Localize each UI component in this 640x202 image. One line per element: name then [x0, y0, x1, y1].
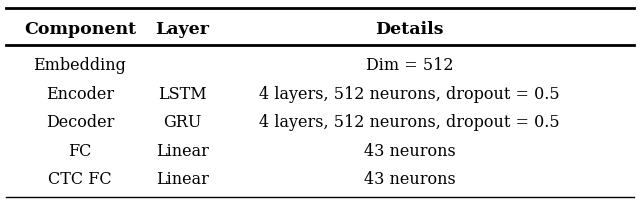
Text: Component: Component: [24, 21, 136, 38]
Text: Details: Details: [375, 21, 444, 38]
Text: 4 layers, 512 neurons, dropout = 0.5: 4 layers, 512 neurons, dropout = 0.5: [259, 114, 560, 131]
Text: Embedding: Embedding: [33, 57, 127, 74]
Text: FC: FC: [68, 142, 92, 159]
Text: Dim = 512: Dim = 512: [366, 57, 453, 74]
Text: LSTM: LSTM: [158, 85, 207, 102]
Text: 43 neurons: 43 neurons: [364, 170, 456, 187]
Text: 43 neurons: 43 neurons: [364, 142, 456, 159]
Text: GRU: GRU: [163, 114, 202, 131]
Text: Encoder: Encoder: [46, 85, 114, 102]
Text: 4 layers, 512 neurons, dropout = 0.5: 4 layers, 512 neurons, dropout = 0.5: [259, 85, 560, 102]
Text: Linear: Linear: [156, 142, 209, 159]
Text: Layer: Layer: [156, 21, 209, 38]
Text: Linear: Linear: [156, 170, 209, 187]
Text: Decoder: Decoder: [46, 114, 114, 131]
Text: CTC FC: CTC FC: [48, 170, 112, 187]
